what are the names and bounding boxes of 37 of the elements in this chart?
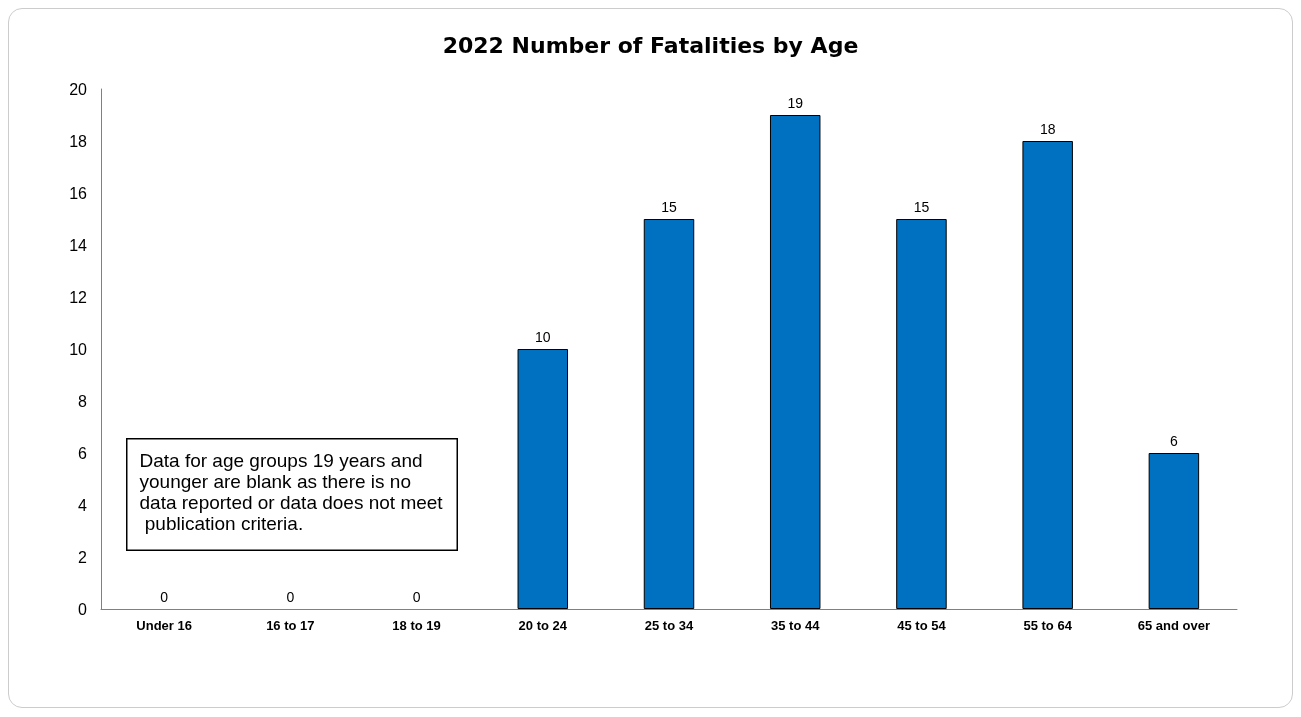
x-tick-label: 20 to 24: [518, 618, 568, 633]
y-tick-label: 10: [69, 340, 88, 358]
x-tick-label: Under 16: [136, 618, 192, 633]
y-tick-label: 2: [78, 548, 88, 566]
bar: [769, 115, 821, 609]
data-label: 19: [787, 95, 804, 111]
y-tick-label: 16: [69, 184, 88, 202]
data-label: 6: [1169, 433, 1178, 449]
data-label: 18: [1039, 121, 1056, 137]
y-tick-label: 12: [69, 288, 88, 306]
data-label: 0: [160, 589, 169, 605]
y-tick-label: 0: [78, 600, 88, 618]
bar: [1022, 141, 1073, 609]
y-tick-label: 6: [78, 444, 88, 462]
y-tick-label: 14: [69, 236, 88, 254]
bar: [896, 219, 947, 609]
data-label: 15: [661, 199, 677, 215]
y-tick-label: 4: [78, 496, 88, 514]
bar: [643, 219, 695, 609]
x-tick-label: 16 to 17: [266, 618, 315, 633]
data-label: 10: [534, 329, 551, 345]
x-tick-label: 18 to 19: [392, 618, 441, 633]
x-tick-label: 25 to 34: [644, 618, 694, 633]
bar: [517, 349, 569, 609]
x-tick-label: 55 to 64: [1023, 618, 1073, 633]
x-tick-label: 45 to 54: [897, 618, 947, 633]
y-tick-label: 18: [69, 132, 88, 150]
data-label: 0: [412, 589, 421, 605]
chart-title: 2022 Number of Fatalities by Age: [442, 32, 859, 58]
bar: [1148, 453, 1200, 609]
data-label: 0: [286, 589, 295, 605]
annotation: Data for age groups 19 years and younger are blank as there is no data reported or data does not meet publication criteria.: [139, 449, 444, 534]
y-tick-label: 8: [78, 392, 88, 410]
data-label: 15: [913, 199, 930, 215]
y-tick-label: 20: [69, 80, 88, 98]
x-tick-label: 35 to 44: [771, 618, 821, 633]
x-tick-label: 65 and over: [1137, 618, 1211, 633]
